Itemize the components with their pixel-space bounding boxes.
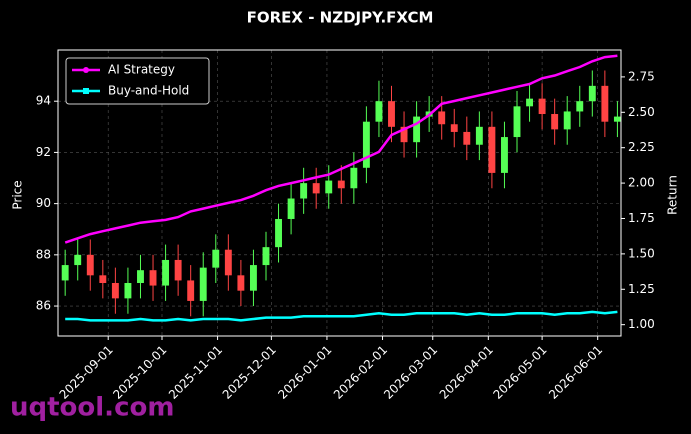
y-axis-label: Price bbox=[11, 180, 25, 209]
y2-axis-label: Return bbox=[666, 175, 680, 215]
y-tick-label: 92 bbox=[36, 145, 51, 159]
candle-body bbox=[249, 265, 257, 291]
candle-body bbox=[174, 259, 182, 281]
candle-body bbox=[325, 180, 333, 194]
legend-marker bbox=[83, 67, 89, 73]
candle-body bbox=[224, 249, 232, 276]
y-tick-label: 86 bbox=[36, 299, 51, 313]
y2-tick-label: 1.75 bbox=[628, 211, 655, 225]
candle-body bbox=[526, 98, 534, 107]
plot-frame bbox=[57, 49, 622, 337]
y2-tick-label: 1.00 bbox=[628, 317, 655, 331]
candle-body bbox=[61, 265, 69, 281]
candle-body bbox=[613, 116, 621, 122]
y-tick-label: 90 bbox=[36, 196, 51, 210]
y2-tick-label: 2.50 bbox=[628, 105, 655, 119]
candle-body bbox=[475, 126, 483, 145]
candle-body bbox=[413, 116, 421, 143]
candle-body bbox=[237, 275, 245, 291]
y-tick-label: 88 bbox=[36, 247, 51, 261]
candle-body bbox=[300, 183, 308, 199]
candle-body bbox=[162, 259, 170, 286]
candle-body bbox=[262, 247, 270, 266]
candle-body bbox=[601, 85, 609, 122]
y2-tick-label: 2.75 bbox=[628, 69, 655, 83]
candle-body bbox=[488, 126, 496, 173]
candle-body bbox=[501, 137, 508, 173]
candle-body bbox=[74, 254, 82, 266]
return-line bbox=[65, 310, 618, 322]
candle-body bbox=[149, 270, 157, 286]
legend-marker bbox=[83, 88, 89, 94]
return-line bbox=[64, 54, 618, 244]
candle-body bbox=[576, 101, 584, 112]
candle-body bbox=[350, 167, 358, 189]
chart-title: FOREX - NZDJPY.FXCM bbox=[247, 9, 434, 27]
y2-tick-label: 1.50 bbox=[628, 246, 655, 260]
candle-body bbox=[199, 267, 207, 301]
candle-body bbox=[99, 275, 107, 283]
candle-body bbox=[312, 183, 320, 194]
candle-body bbox=[337, 180, 345, 189]
candle-body bbox=[388, 101, 395, 127]
candle-body bbox=[438, 111, 446, 125]
candle-body bbox=[362, 121, 370, 168]
candle-body bbox=[86, 254, 94, 276]
candle-body bbox=[375, 101, 383, 122]
candle-body bbox=[287, 198, 295, 219]
candle-body bbox=[124, 282, 132, 299]
y2-tick-label: 2.25 bbox=[628, 140, 655, 154]
candle-body bbox=[212, 249, 220, 268]
y-tick-label: 94 bbox=[36, 94, 51, 108]
legend-label: AI Strategy bbox=[108, 63, 175, 77]
candle-body bbox=[137, 270, 144, 283]
legend-label: Buy-and-Hold bbox=[108, 84, 189, 98]
candle-body bbox=[275, 218, 282, 248]
candle-body bbox=[450, 124, 458, 132]
candle-body bbox=[563, 111, 571, 130]
candle-body bbox=[538, 98, 546, 115]
candle-body bbox=[111, 282, 119, 299]
candle-body bbox=[513, 106, 521, 138]
watermark: uqtool.com bbox=[10, 393, 174, 423]
candle-body bbox=[463, 131, 471, 145]
candle-body bbox=[551, 114, 559, 130]
candle-body bbox=[400, 126, 408, 143]
legend-box bbox=[65, 57, 210, 105]
y2-tick-label: 1.25 bbox=[628, 282, 655, 296]
y2-tick-label: 2.00 bbox=[628, 176, 655, 190]
candle-body bbox=[187, 280, 195, 301]
candle-body bbox=[588, 85, 596, 102]
